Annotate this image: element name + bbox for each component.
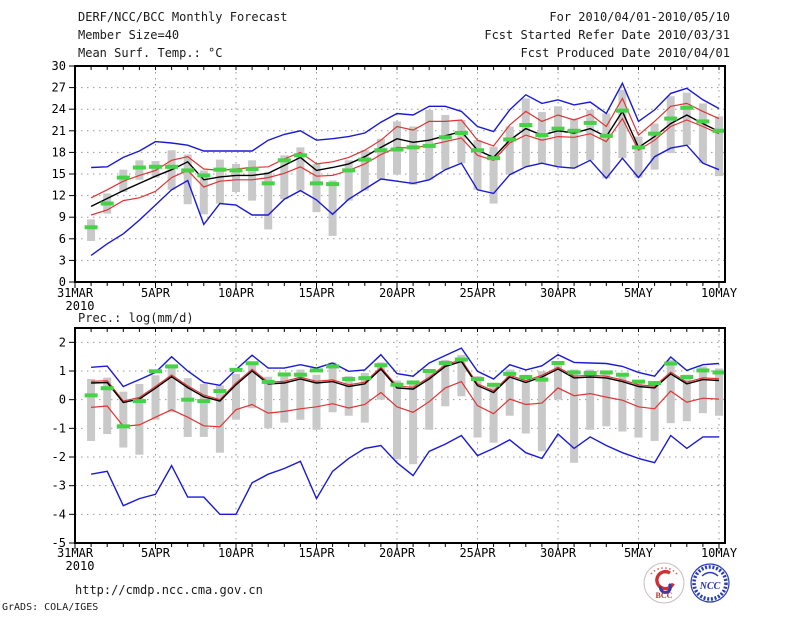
x-tick-label: 5APR bbox=[141, 286, 171, 300]
temp-chart-title: Mean Surf. Temp.: °C bbox=[78, 46, 223, 60]
x-tick-label: 20APR bbox=[379, 286, 416, 300]
x-tick-label: 20APR bbox=[379, 546, 416, 560]
x-tick-label: 5APR bbox=[141, 546, 171, 560]
bcc-logo: BCC bbox=[643, 562, 685, 604]
source-url: http://cmdp.ncc.cma.gov.cn bbox=[75, 583, 263, 597]
y-tick-label: -3 bbox=[52, 479, 66, 493]
observation-dashes bbox=[84, 105, 726, 230]
bcc-logo-text: BCC bbox=[656, 591, 673, 600]
x-tick-label: 5MAY bbox=[624, 546, 654, 560]
member-size-label: Member Size=40 bbox=[78, 28, 180, 42]
member-spread-bars bbox=[87, 89, 723, 241]
axis-ticks bbox=[69, 65, 720, 288]
ensemble-max-line bbox=[91, 81, 720, 169]
x-tick-label: 25APR bbox=[459, 546, 496, 560]
y-tick-label: 12 bbox=[52, 189, 66, 203]
x-tick-label: 25APR bbox=[459, 286, 496, 300]
ensemble-lines bbox=[90, 81, 720, 256]
y-tick-label: 3 bbox=[59, 253, 66, 267]
y-tick-label: 18 bbox=[52, 145, 66, 159]
x-tick-label: 30APR bbox=[540, 286, 577, 300]
ensemble-lines bbox=[90, 347, 720, 515]
observation-dashes bbox=[84, 357, 726, 429]
report-title: DERF/NCC/BCC Monthly Forecast bbox=[78, 10, 288, 24]
fcst-produced-date: Fcst Produced Date 2010/04/01 bbox=[520, 46, 730, 60]
plot-frame bbox=[74, 327, 726, 544]
x-tick-label: 15APR bbox=[298, 286, 335, 300]
x-axis-year-label: 2010 bbox=[66, 299, 95, 313]
precip-chart-title: Prec.: log(mm/d) bbox=[78, 311, 194, 325]
x-tick-label: 31MAR bbox=[57, 286, 94, 300]
ncc-logo-text: NCC bbox=[699, 581, 721, 592]
y-tick-label: 0 bbox=[59, 275, 66, 289]
x-tick-label: 10MAY bbox=[701, 286, 738, 300]
x-axis-year-label: 2010 bbox=[66, 559, 95, 573]
band-upper-line bbox=[91, 359, 720, 402]
precipitation-chart: -5 -4 -3 -2 -1 0 1 2 31MAR 5APR 10APR 15APR 20APR 25A… bbox=[52, 327, 738, 573]
band-upper-line bbox=[90, 97, 720, 199]
y-tick-label: 2 bbox=[59, 335, 66, 349]
y-tick-label: 30 bbox=[52, 59, 66, 73]
y-tick-label: -2 bbox=[52, 450, 66, 464]
forecast-period: For 2010/04/01-2010/05/10 bbox=[549, 10, 730, 24]
y-tick-label: -1 bbox=[52, 421, 66, 435]
y-tick-label: -4 bbox=[52, 507, 66, 521]
y-tick-label: 6 bbox=[59, 232, 66, 246]
y-tick-label: 1 bbox=[59, 364, 66, 378]
y-tick-label: 9 bbox=[59, 210, 66, 224]
ensemble-mean-line bbox=[91, 360, 720, 404]
band-lower-line bbox=[90, 117, 720, 216]
x-tick-label: 31MAR bbox=[57, 546, 94, 560]
x-tick-label: 15APR bbox=[298, 546, 335, 560]
band-lower-line bbox=[91, 380, 720, 428]
grads-credit: GrADS: COLA/IGES bbox=[2, 602, 99, 613]
ncc-logo-bird bbox=[701, 571, 719, 577]
ensemble-min-line bbox=[90, 433, 719, 515]
y-tick-label: 27 bbox=[52, 81, 66, 95]
ncc-logo: NCC bbox=[690, 563, 730, 603]
bcc-logo-blue-swirl bbox=[659, 583, 672, 594]
x-tick-label: 30APR bbox=[540, 546, 577, 560]
y-tick-label: 21 bbox=[52, 124, 66, 138]
ncc-logo-ring bbox=[690, 563, 730, 603]
x-tick-label: 10APR bbox=[218, 286, 255, 300]
axis-ticks bbox=[69, 328, 720, 549]
x-tick-label: 5MAY bbox=[624, 286, 654, 300]
ensemble-mean-line bbox=[90, 109, 720, 208]
y-tick-label: 0 bbox=[59, 393, 66, 407]
bcc-logo-ring bbox=[643, 562, 685, 604]
agency-logos: BCC NCC bbox=[642, 561, 732, 605]
y-tick-label: 15 bbox=[52, 167, 66, 181]
x-tick-label: 10APR bbox=[218, 546, 255, 560]
ncc-logo-wreath bbox=[692, 565, 728, 601]
temperature-chart: 0 3 6 9 12 15 18 21 24 27 30 31MAR 5APR 10APR 15APR 20A… bbox=[52, 59, 738, 313]
ensemble-min-line bbox=[90, 144, 720, 256]
ensemble-max-line bbox=[91, 347, 720, 388]
y-tick-label: -5 bbox=[52, 536, 66, 550]
fcst-refer-date: Fcst Started Refer Date 2010/03/31 bbox=[484, 28, 730, 42]
x-tick-label: 10MAY bbox=[701, 546, 738, 560]
y-tick-label: 24 bbox=[52, 102, 66, 116]
